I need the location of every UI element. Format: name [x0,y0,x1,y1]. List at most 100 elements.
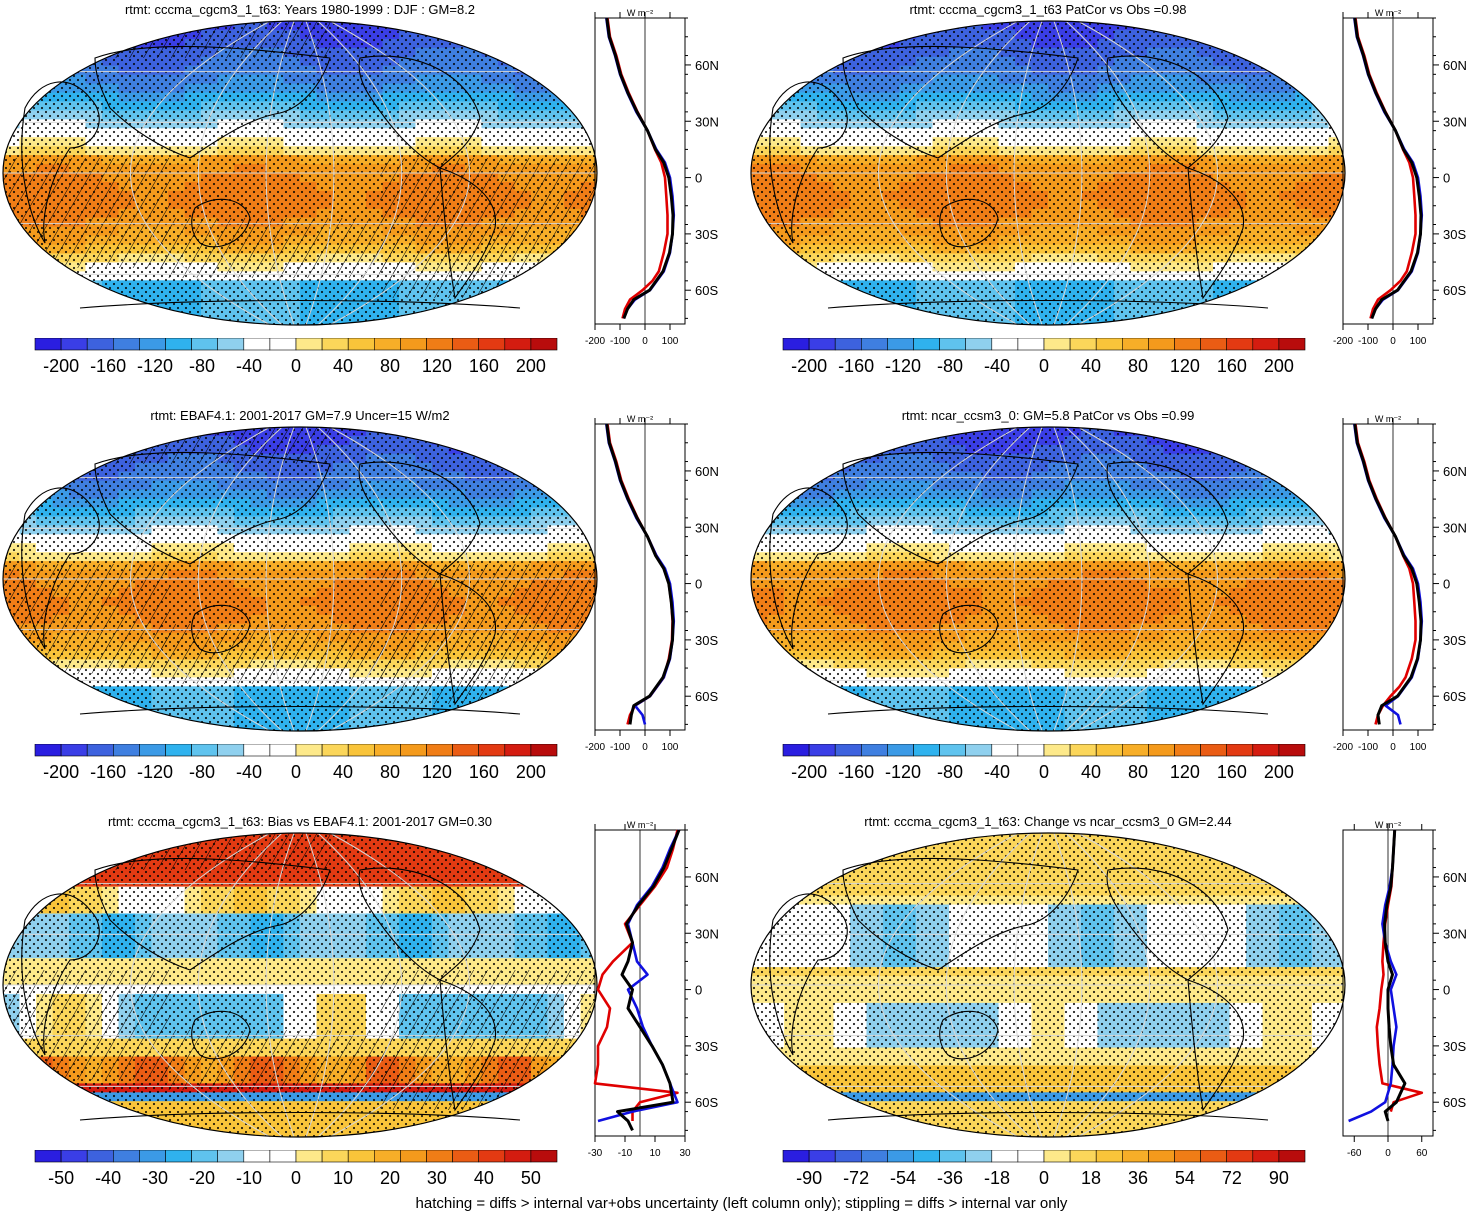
colorbar-tick-label: -160 [90,762,126,782]
colorbar-swatch [1122,744,1148,756]
panel-title: rtmt: ncar_ccsm3_0: GM=5.8 PatCor vs Obs… [748,408,1348,423]
colorbar-swatch [166,1150,192,1162]
value-tick-label: 0 [642,742,648,753]
value-tick-label: 10 [649,1148,661,1159]
colorbar-swatch [531,1150,557,1162]
lat-tick-label: 30N [695,926,719,941]
colorbar-tick-label: 30 [427,1168,447,1188]
colorbar-tick-label: 80 [380,356,400,376]
colorbar-tick-label: -120 [885,356,921,376]
lat-tick-label: 60S [1443,689,1466,704]
lat-tick-label: 60N [1443,870,1467,885]
colorbar-tick-label: 50 [521,1168,541,1188]
colorbar-swatch [966,338,992,350]
colorbar-tick-label: 40 [333,356,353,376]
colorbar-tick-label: -10 [236,1168,262,1188]
colorbar-swatch [1201,744,1227,756]
colorbar-swatch [35,744,61,756]
colorbar-swatch [1227,744,1253,756]
colorbar-swatch [1070,744,1096,756]
lat-tick-label: 60N [695,464,719,479]
colorbar-swatch [1122,1150,1148,1162]
value-tick-label: 100 [1410,742,1427,753]
colorbar-tick-label: 120 [1170,762,1200,782]
colorbar-tick-label: -160 [838,356,874,376]
colorbar-tick-label: -36 [937,1168,963,1188]
colorbar-tick-label: 72 [1222,1168,1242,1188]
panel-6: rtmt: cccma_cgcm3_1_t63: Change vs ncar_… [748,812,1483,1217]
profile-line-ensemble [618,830,680,1130]
world-map [0,424,600,734]
value-tick-label: -100 [610,742,630,753]
colorbar-swatch [1018,338,1044,350]
lat-tick-label: 30N [1443,520,1467,535]
colorbar-swatch [374,744,400,756]
colorbar-swatch [427,744,453,756]
colorbar-tick-label: -80 [189,762,215,782]
value-tick-label: -100 [1358,742,1378,753]
colorbar-swatch [400,744,426,756]
lat-tick-label: 60S [1443,283,1466,298]
colorbar-tick-label: 200 [1264,762,1294,782]
colorbar-tick-label: -72 [843,1168,869,1188]
colorbar-swatch [966,744,992,756]
colorbar-tick-label: 200 [516,762,546,782]
colorbar-tick-label: 120 [1170,356,1200,376]
value-tick-label: 100 [1410,336,1427,347]
colorbar-tick-label: 40 [333,762,353,782]
profile-line-model [595,830,678,1121]
colorbar-tick-label: 200 [516,356,546,376]
colorbar-swatch [427,338,453,350]
colorbar-swatch [1148,744,1174,756]
colorbar-swatch [809,744,835,756]
colorbar-swatch [1148,1150,1174,1162]
colorbar-tick-label: 160 [1217,356,1247,376]
colorbar-swatch [992,1150,1018,1162]
lat-tick-label: 30N [1443,926,1467,941]
colorbar-swatch [218,744,244,756]
colorbar-tick-label: -40 [984,356,1010,376]
colorbar-swatch [1253,338,1279,350]
colorbar-tick-label: -200 [43,762,79,782]
colorbar-tick-label: 0 [1039,356,1049,376]
colorbar-tick-label: 200 [1264,356,1294,376]
lat-tick-label: 60S [695,689,718,704]
colorbar-swatch [270,744,296,756]
colorbar-swatch [453,744,479,756]
lat-tick-label: 0 [1443,577,1450,592]
unit-label: W m⁻² [627,820,653,830]
colorbar-swatch [887,744,913,756]
colorbar-tick-label: 20 [380,1168,400,1188]
colorbar-swatch [61,338,87,350]
value-tick-label: 60 [1416,1148,1428,1159]
colorbar-swatch [940,744,966,756]
colorbar-swatch [348,1150,374,1162]
colorbar-swatch [1201,338,1227,350]
value-tick-label: 0 [642,336,648,347]
colorbar-tick-label: -90 [796,1168,822,1188]
colorbar-swatch [322,744,348,756]
colorbar-swatch [348,744,374,756]
colorbar-tick-label: -200 [43,356,79,376]
colorbar-swatch [1279,338,1305,350]
colorbar-swatch [505,1150,531,1162]
colorbar-swatch [531,338,557,350]
colorbar-tick-label: 0 [291,356,301,376]
world-map [748,830,1348,1140]
map-field [0,830,600,1138]
colorbar-swatch [244,338,270,350]
colorbar-swatch [1227,1150,1253,1162]
colorbar-tick-label: -200 [791,356,827,376]
colorbar-swatch [992,744,1018,756]
colorbar-swatch [192,1150,218,1162]
colorbar-swatch [887,338,913,350]
colorbar-swatch [887,1150,913,1162]
colorbar-swatch [166,338,192,350]
colorbar-tick-label: 0 [1039,1168,1049,1188]
colorbar-swatch [479,338,505,350]
